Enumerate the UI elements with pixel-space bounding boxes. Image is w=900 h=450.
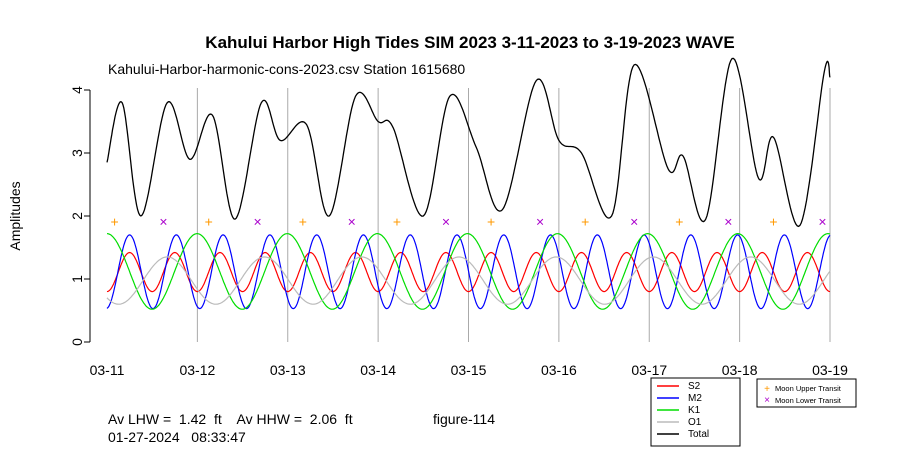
chart-subtitle: Kahului-Harbor-harmonic-cons-2023.csv St…	[108, 61, 465, 77]
lower-transit-marker: ×	[630, 213, 638, 229]
upper-transit-marker: +	[769, 213, 777, 229]
y-tick-3: 3	[69, 149, 85, 157]
lower-transit-marker: ×	[442, 213, 450, 229]
series-line-total	[106, 57, 831, 228]
legend-label-total: Total	[688, 429, 709, 440]
transit-legend-box	[756, 378, 857, 408]
upper-transit-marker: +	[581, 213, 589, 229]
lower-transit-marker: ×	[724, 213, 732, 229]
timestamp: 01-27-2024 08:33:47	[108, 429, 246, 445]
y-tick-2: 2	[69, 212, 85, 220]
series-lines	[106, 57, 831, 310]
legend-upper-transit-label: Moon Upper Transit	[775, 384, 842, 393]
x-tick-03-15: 03-15	[451, 362, 487, 378]
series-line-o1	[106, 256, 831, 305]
legend-label-k1: K1	[688, 405, 701, 416]
upper-transit-marker: +	[675, 213, 683, 229]
averages-text: Av LHW = 1.42 ft Av HHW = 2.06 ft	[108, 411, 353, 427]
x-tick-03-13: 03-13	[270, 362, 306, 378]
lower-transit-marker: ×	[536, 213, 544, 229]
upper-transit-marker: +	[299, 213, 307, 229]
transit-markers: + + + + + + + + × × × × × × × ×	[110, 213, 826, 229]
legend-lower-transit-label: Moon Lower Transit	[775, 396, 842, 405]
legend-lower-transit-marker: ×	[764, 395, 770, 406]
x-tick-03-16: 03-16	[541, 362, 577, 378]
upper-transit-marker: +	[205, 213, 213, 229]
lower-transit-marker: ×	[254, 213, 262, 229]
x-tick-03-17: 03-17	[631, 362, 667, 378]
legend-label-s2: S2	[688, 381, 701, 392]
series-line-s2	[106, 251, 831, 293]
legend-label-m2: M2	[688, 393, 702, 404]
transit-legend: + Moon Upper Transit × Moon Lower Transi…	[756, 378, 857, 408]
upper-transit-marker: +	[110, 213, 118, 229]
x-axis-ticks: 03-11 03-12 03-13 03-14 03-15 03-16 03-17 03-18…	[90, 362, 849, 378]
y-tick-0: 0	[69, 338, 85, 346]
lower-transit-marker: ×	[159, 213, 167, 229]
lower-transit-marker: ×	[818, 213, 826, 229]
y-tick-1: 1	[69, 275, 85, 283]
series-line-k1	[106, 232, 831, 310]
y-tick-4: 4	[69, 86, 85, 94]
x-tick-03-14: 03-14	[360, 362, 396, 378]
lower-transit-marker: ×	[348, 213, 356, 229]
x-tick-03-19: 03-19	[812, 362, 848, 378]
x-tick-03-12: 03-12	[179, 362, 215, 378]
x-tick-03-11: 03-11	[90, 362, 125, 378]
upper-transit-marker: +	[393, 213, 401, 229]
grid-lines	[196, 88, 831, 342]
upper-transit-marker: +	[487, 213, 495, 229]
legend-label-o1: O1	[688, 417, 702, 428]
x-tick-03-18: 03-18	[722, 362, 758, 378]
y-axis-label: Amplitudes	[7, 181, 23, 250]
figure-label: figure-114	[433, 411, 496, 427]
y-axis: 0 1 2 3 4	[69, 86, 91, 346]
legend-upper-transit-marker: +	[764, 384, 770, 395]
chart-title: Kahului Harbor High Tides SIM 2023 3-11-…	[205, 33, 734, 52]
